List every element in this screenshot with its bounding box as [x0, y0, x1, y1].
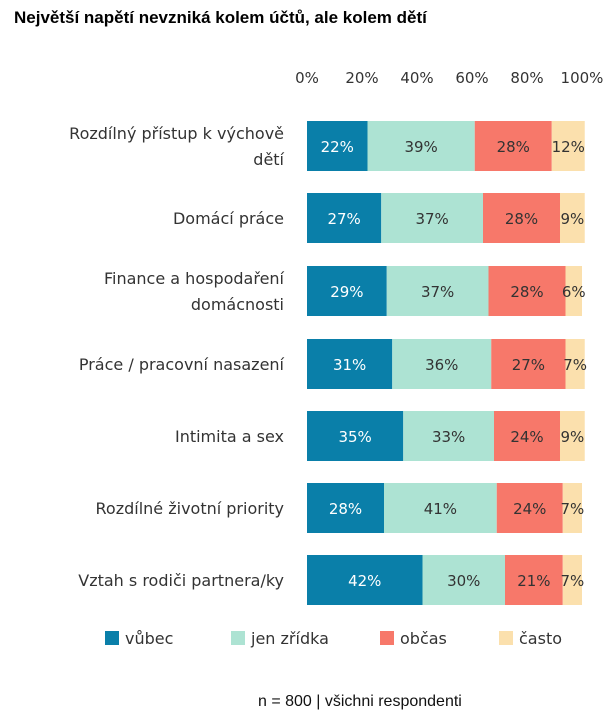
x-tick-label: 80% [510, 69, 543, 87]
bar-segment [307, 121, 368, 171]
bar-segment [307, 339, 393, 389]
data-label: 42% [348, 572, 381, 590]
data-label: 35% [338, 428, 371, 446]
legend-swatch [499, 631, 513, 645]
category-label: domácnosti [191, 295, 284, 314]
data-label: 7% [560, 572, 584, 590]
data-label: 7% [563, 356, 587, 374]
x-tick-label: 20% [345, 69, 378, 87]
legend-swatch [231, 631, 245, 645]
category-label: dětí [253, 150, 284, 169]
data-label: 27% [512, 356, 545, 374]
bar-segment [562, 483, 582, 533]
chart-title: Největší napětí nevzniká kolem účtů, ale… [14, 8, 427, 27]
data-label: 21% [517, 572, 550, 590]
data-label: 28% [329, 500, 362, 518]
bar-segment [422, 555, 505, 605]
bar-segment [403, 411, 494, 461]
data-label: 24% [513, 500, 546, 518]
bar-segment [491, 339, 566, 389]
data-label: 9% [560, 210, 584, 228]
bar-segment [494, 411, 560, 461]
data-label: 33% [432, 428, 465, 446]
data-label: 22% [321, 138, 354, 156]
legend-label: často [519, 629, 562, 648]
data-label: 31% [333, 356, 366, 374]
chart-note: n = 800 | všichni respondenti [258, 693, 462, 710]
bar-segment [384, 483, 497, 533]
category-label: Rozdílné životní priority [96, 499, 284, 518]
bar-segment [307, 266, 387, 316]
data-label: 24% [510, 428, 543, 446]
bar-segment [307, 555, 423, 605]
legend-label: jen zřídka [250, 629, 329, 648]
bar-segment [386, 266, 489, 316]
data-label: 6% [562, 283, 586, 301]
bar-segment [392, 339, 492, 389]
category-label: Rozdílný přístup k výchově [69, 124, 284, 143]
legend-label: vůbec [125, 629, 173, 648]
bar-segment [505, 555, 563, 605]
bar-segment [496, 483, 563, 533]
legend-label: občas [400, 629, 447, 648]
data-label: 30% [447, 572, 480, 590]
category-label: Finance a hospodaření [104, 269, 285, 288]
data-label: 39% [404, 138, 437, 156]
legend-swatch [105, 631, 119, 645]
data-label: 29% [330, 283, 363, 301]
bar-segment [551, 121, 585, 171]
data-label: 7% [560, 500, 584, 518]
data-label: 37% [421, 283, 454, 301]
bar-segment [381, 193, 483, 243]
data-label: 12% [552, 138, 585, 156]
category-label: Vztah s rodiči partnera/ky [78, 571, 284, 590]
category-label: Intimita a sex [175, 427, 284, 446]
data-label: 28% [505, 210, 538, 228]
bar-segment [560, 411, 585, 461]
data-label: 41% [424, 500, 457, 518]
x-tick-label: 0% [295, 69, 319, 87]
legend-swatch [380, 631, 394, 645]
bar-segment [565, 266, 582, 316]
x-tick-label: 60% [455, 69, 488, 87]
x-tick-label: 40% [400, 69, 433, 87]
bar-segment [307, 193, 382, 243]
data-label: 28% [510, 283, 543, 301]
data-label: 28% [497, 138, 530, 156]
data-label: 36% [425, 356, 458, 374]
data-label: 9% [560, 428, 584, 446]
bar-segment [560, 193, 585, 243]
bar-segment [488, 266, 566, 316]
bar-segment [367, 121, 475, 171]
bar-segment [483, 193, 560, 243]
category-label: Domácí práce [173, 209, 284, 228]
data-label: 37% [415, 210, 448, 228]
bar-segment [562, 555, 582, 605]
bar-segment [307, 483, 384, 533]
category-label: Práce / pracovní nasazení [79, 355, 285, 374]
data-label: 27% [327, 210, 360, 228]
bar-segment [307, 411, 404, 461]
bar-segment [565, 339, 585, 389]
bar-segment [474, 121, 552, 171]
x-tick-label: 100% [561, 69, 604, 87]
